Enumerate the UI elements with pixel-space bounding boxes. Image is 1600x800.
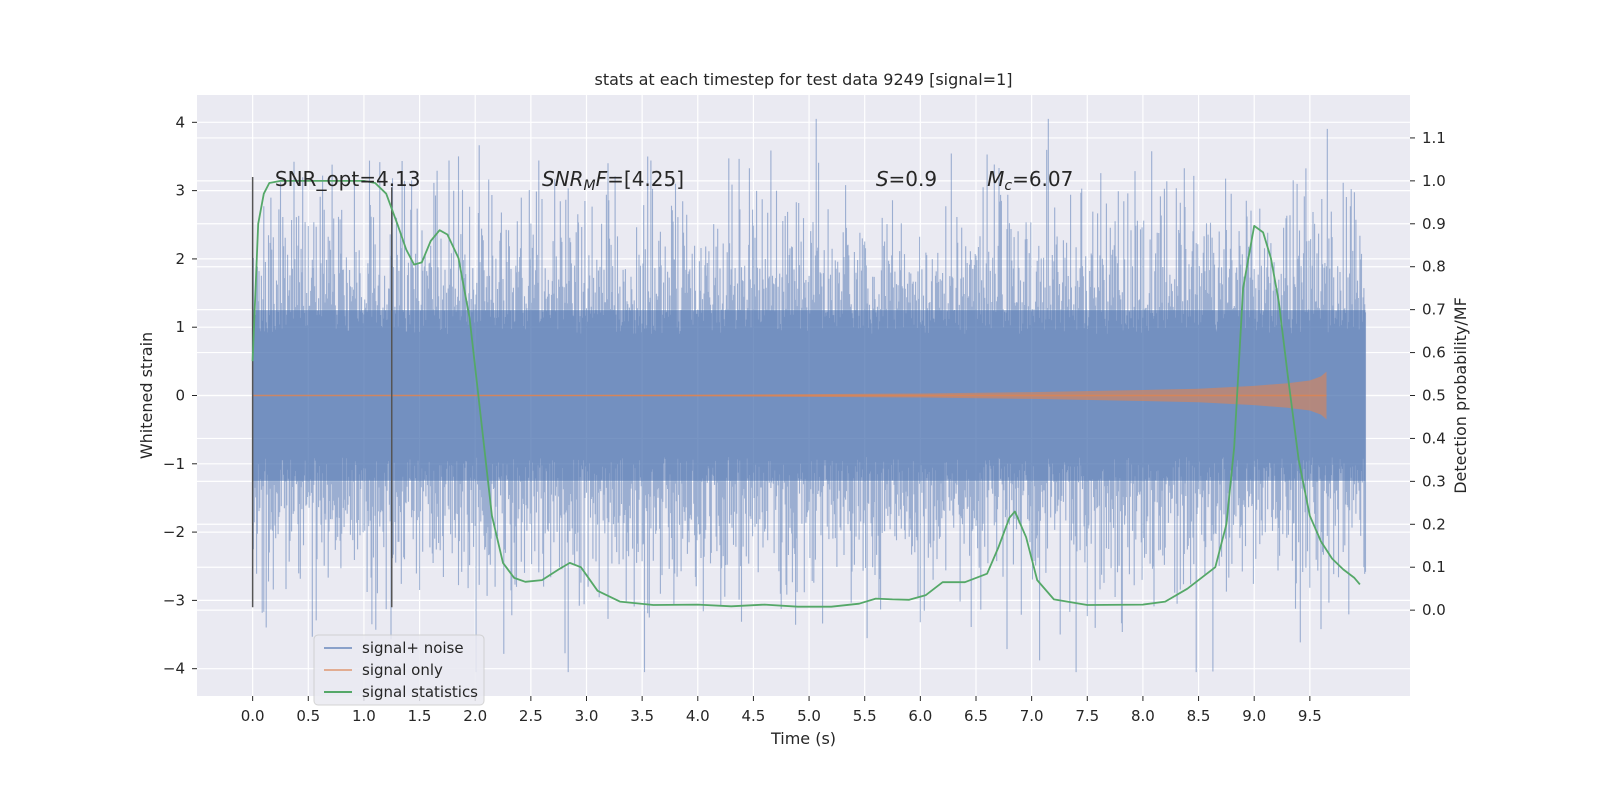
vertical-markers <box>251 176 393 608</box>
annotations: SNR_opt=4.13 SNRMF=[4.25] S=0.9 Mc=6.07 <box>275 167 1073 194</box>
x-tick-label: 8.0 <box>1131 707 1155 725</box>
y-right-tick-label: 0.5 <box>1422 387 1446 405</box>
x-tick-label: 2.0 <box>463 707 487 725</box>
annotation-part: SNR <box>542 167 584 191</box>
y-left-tick-label: 1 <box>175 318 185 336</box>
annotation-part: =6.07 <box>1012 167 1073 191</box>
y-left-tick-label: −4 <box>163 660 185 678</box>
x-tick-label: 0.5 <box>296 707 320 725</box>
y-right-tick-label: 0.8 <box>1422 258 1446 276</box>
y-axis-right-label: Detection probability/MF <box>1451 297 1470 494</box>
annotation-snr-mf: SNRMF=[4.25] <box>542 167 684 194</box>
annotation-part: c <box>1004 178 1012 194</box>
y-axis-right: 1.1 1.0 0.9 0.8 0.7 0.6 0.5 0.4 0.3 0.2 0.1 0.0 <box>1410 129 1446 619</box>
x-tick-label: 1.5 <box>408 707 432 725</box>
legend: signal+ noise signal only signal statistic… <box>313 634 485 706</box>
x-tick-label: 2.5 <box>519 707 543 725</box>
legend-label: signal statistics <box>362 683 478 701</box>
y-right-tick-label: 0.6 <box>1422 344 1446 362</box>
x-tick-label: 0.0 <box>241 707 265 725</box>
y-right-tick-label: 0.1 <box>1422 558 1446 576</box>
y-right-tick-label: 0.2 <box>1422 515 1446 533</box>
x-tick-label: 7.0 <box>1020 707 1044 725</box>
x-tick-label: 4.5 <box>741 707 765 725</box>
legend-label: signal+ noise <box>362 639 464 657</box>
annotation-part: F <box>596 167 608 191</box>
x-tick-label: 7.5 <box>1075 707 1099 725</box>
y-right-tick-label: 1.0 <box>1422 172 1446 190</box>
statistics-line <box>251 180 1361 608</box>
y-axis-left-label: Whitened strain <box>137 332 156 459</box>
y-right-tick-label: 0.4 <box>1422 429 1446 447</box>
y-axis-left: 4 3 2 1 0 −1 −2 −3 −4 <box>163 113 197 678</box>
annotation-spin: S=0.9 <box>876 167 937 191</box>
x-tick-label: 1.0 <box>352 707 376 725</box>
legend-label: signal only <box>362 661 443 679</box>
plot-area <box>251 118 1367 673</box>
y-left-tick-label: −3 <box>163 591 185 609</box>
y-right-tick-label: 0.0 <box>1422 601 1446 619</box>
y-left-tick-label: −2 <box>163 523 185 541</box>
x-axis-label: Time (s) <box>770 729 836 748</box>
x-tick-label: 5.5 <box>853 707 877 725</box>
y-left-tick-label: 3 <box>175 182 185 200</box>
x-tick-label: 6.5 <box>964 707 988 725</box>
annotation-part: S <box>876 167 889 191</box>
y-left-tick-label: 0 <box>175 387 185 405</box>
annotation-part: =0.9 <box>889 167 938 191</box>
x-axis: 0.0 0.5 1.0 1.5 2.0 2.5 3.0 3.5 4.0 4.5 5.0 5.5 6.0 6… <box>241 696 1322 725</box>
annotation-part: M <box>987 167 1004 191</box>
y-right-tick-label: 0.3 <box>1422 472 1446 490</box>
annotation-chirp-mass: Mc=6.07 <box>987 167 1073 194</box>
x-tick-label: 3.5 <box>630 707 654 725</box>
y-left-tick-label: 2 <box>175 250 185 268</box>
legend-frame <box>313 634 485 706</box>
x-tick-label: 4.0 <box>686 707 710 725</box>
x-tick-label: 3.0 <box>575 707 599 725</box>
x-tick-label: 9.0 <box>1242 707 1266 725</box>
y-right-tick-label: 1.1 <box>1422 129 1446 147</box>
y-left-tick-label: −1 <box>163 455 185 473</box>
series-signal-statistics <box>251 180 1361 608</box>
x-tick-label: 5.0 <box>797 707 821 725</box>
y-right-tick-label: 0.7 <box>1422 301 1446 319</box>
x-tick-label: 6.0 <box>908 707 932 725</box>
series-signal-only <box>252 371 1327 420</box>
annotation-part: =[4.25] <box>607 167 684 191</box>
chart-title: stats at each timestep for test data 924… <box>594 70 1012 89</box>
y-left-tick-label: 4 <box>175 113 185 131</box>
annotation-part: M <box>584 178 596 194</box>
y-right-tick-label: 0.9 <box>1422 215 1446 233</box>
annotation-snr-opt: SNR_opt=4.13 <box>275 167 421 191</box>
x-tick-label: 8.5 <box>1187 707 1211 725</box>
x-tick-label: 9.5 <box>1298 707 1322 725</box>
